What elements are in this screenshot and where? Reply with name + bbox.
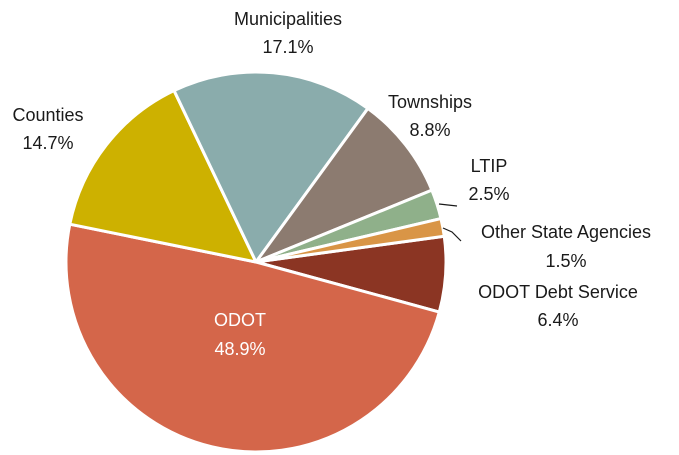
pie-slice [68, 89, 258, 264]
slice-label: Townships [388, 92, 472, 112]
slice-label: Other State Agencies [481, 222, 651, 242]
value-label: 1.5% [545, 251, 586, 271]
slice-label: ODOT Debt Service [478, 282, 638, 302]
value-label: 2.5% [468, 184, 509, 204]
value-label: 8.8% [409, 120, 450, 140]
labels: ODOT Debt Service 6.4% ODOT 48.9% Counties 14… [12, 9, 651, 359]
slice-label: Counties [12, 105, 83, 125]
value-label: 17.1% [262, 37, 313, 57]
value-label: 6.4% [537, 310, 578, 330]
pie-slice [64, 222, 441, 454]
pie [64, 70, 448, 454]
slice-label: Municipalities [234, 9, 342, 29]
pie-slice [254, 217, 446, 264]
slice-label: LTIP [471, 156, 508, 176]
leader-line [442, 227, 462, 242]
pie-slice [254, 106, 434, 264]
slice-label: ODOT [214, 310, 266, 330]
value-label: 14.7% [22, 133, 73, 153]
leader-line [438, 203, 458, 207]
pie-slice [172, 70, 370, 264]
value-label: 48.9% [214, 339, 265, 359]
